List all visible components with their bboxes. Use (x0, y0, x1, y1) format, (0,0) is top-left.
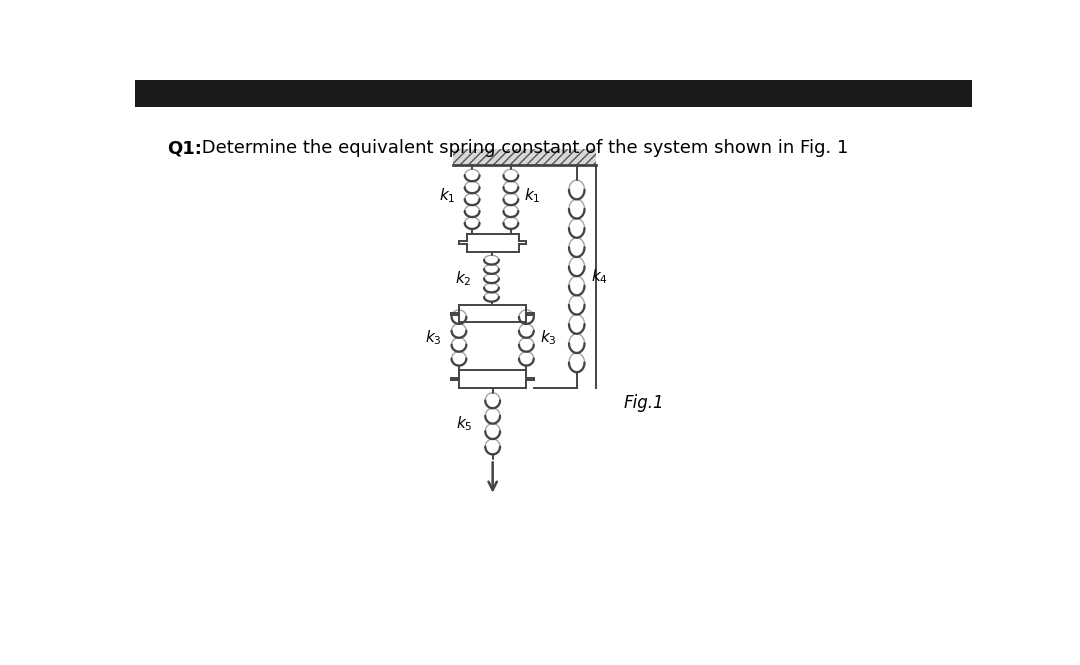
Text: Fig.1: Fig.1 (623, 394, 664, 412)
Text: $k_5$: $k_5$ (456, 414, 473, 433)
Text: $k_3$: $k_3$ (540, 329, 556, 347)
Text: $k_2$: $k_2$ (455, 269, 471, 288)
Bar (453, 149, 596, 164)
Text: $k_3$: $k_3$ (426, 329, 442, 347)
Bar (135, 80, 972, 107)
Text: Q1:: Q1: (167, 139, 202, 157)
Text: $k_1$: $k_1$ (524, 186, 541, 205)
Text: Determine the equivalent spring constant of the system shown in Fig. 1: Determine the equivalent spring constant… (197, 139, 849, 157)
Text: $k_1$: $k_1$ (438, 186, 455, 205)
Text: $k_4$: $k_4$ (591, 267, 608, 285)
